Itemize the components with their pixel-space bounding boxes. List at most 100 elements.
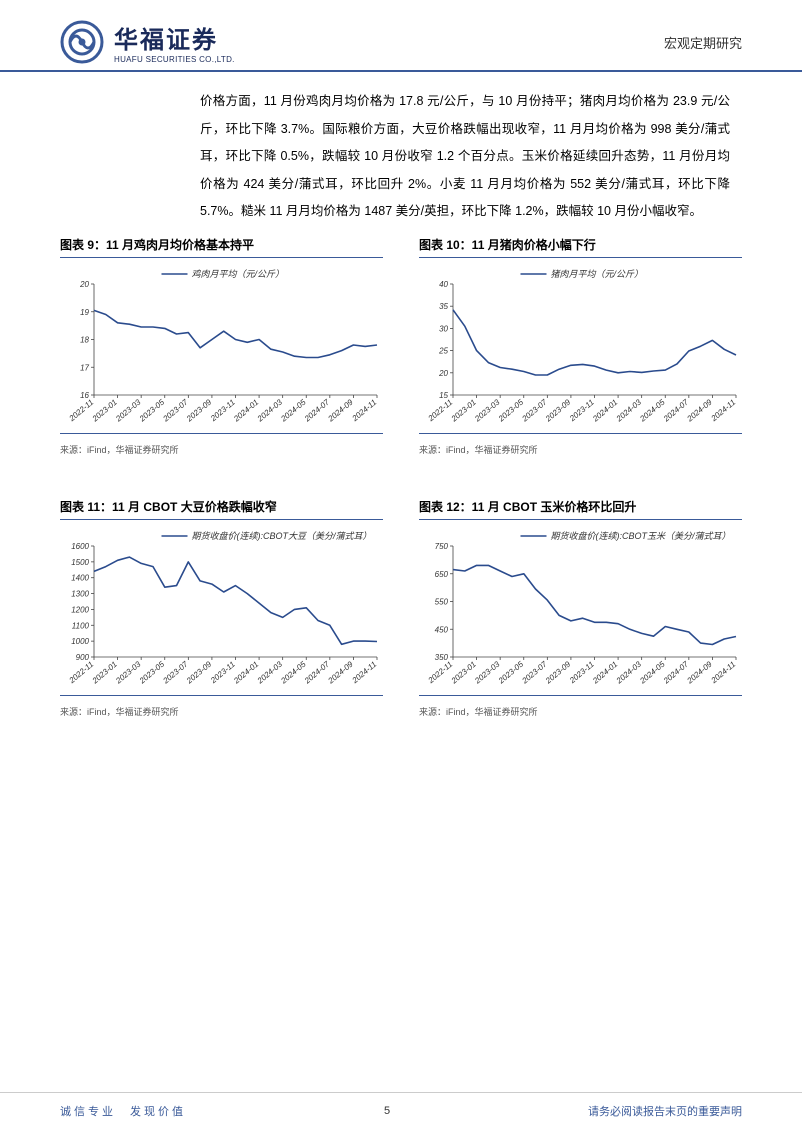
company-name-en: HUAFU SECURITIES CO.,LTD.	[114, 55, 235, 64]
svg-text:2023-11: 2023-11	[567, 397, 596, 423]
svg-text:2024-07: 2024-07	[661, 659, 690, 686]
chart-11: 图表 11：11 月 CBOT 大豆价格跌幅收窄 期货收盘价(连续):CBOT大…	[60, 498, 383, 718]
chart-source: 来源：iFind，华福证券研究所	[419, 701, 742, 718]
svg-text:1300: 1300	[71, 589, 89, 598]
company-name-block: 华福证券 HUAFU SECURITIES CO.,LTD.	[114, 20, 235, 64]
chart-source: 来源：iFind，华福证券研究所	[60, 439, 383, 456]
huafu-logo-icon	[60, 20, 104, 64]
svg-text:18: 18	[80, 335, 89, 344]
svg-text:2023-11: 2023-11	[567, 659, 596, 685]
svg-text:2022-11: 2022-11	[426, 659, 455, 685]
svg-text:2023-09: 2023-09	[184, 659, 213, 686]
svg-text:2023-07: 2023-07	[161, 397, 190, 424]
svg-text:1200: 1200	[71, 605, 89, 614]
svg-text:2024-09: 2024-09	[685, 659, 714, 686]
svg-text:2023-05: 2023-05	[137, 397, 166, 424]
svg-text:2024-05: 2024-05	[637, 397, 666, 424]
svg-text:2024-03: 2024-03	[255, 397, 284, 424]
chart-canvas: 期货收盘价(连续):CBOT玉米（美分/蒲式耳）3504505506507502…	[419, 526, 742, 696]
svg-text:2024-01: 2024-01	[590, 659, 619, 685]
svg-text:2024-09: 2024-09	[685, 397, 714, 424]
svg-text:19: 19	[80, 307, 89, 316]
svg-text:25: 25	[438, 346, 448, 355]
document-type: 宏观定期研究	[664, 33, 742, 52]
svg-text:2023-01: 2023-01	[90, 659, 119, 685]
svg-text:2024-11: 2024-11	[350, 397, 379, 423]
svg-text:1600: 1600	[71, 542, 89, 551]
svg-text:2024-01: 2024-01	[231, 659, 260, 685]
svg-text:1100: 1100	[72, 621, 90, 630]
svg-text:2024-11: 2024-11	[709, 397, 738, 423]
footer-left: 诚信专业 发现价值	[60, 1103, 186, 1119]
svg-text:2023-03: 2023-03	[113, 397, 142, 424]
svg-text:2024-09: 2024-09	[326, 397, 355, 424]
chart-10: 图表 10：11 月猪肉价格小幅下行 猪肉月平均（元/公斤）1520253035…	[419, 236, 742, 456]
svg-text:2023-09: 2023-09	[543, 659, 572, 686]
svg-text:2024-07: 2024-07	[661, 397, 690, 424]
footer-right: 请务必阅读报告末页的重要声明	[588, 1103, 742, 1119]
svg-text:2023-01: 2023-01	[449, 659, 478, 685]
svg-text:2023-03: 2023-03	[472, 397, 501, 424]
svg-text:2024-11: 2024-11	[350, 659, 379, 685]
svg-text:1400: 1400	[71, 573, 89, 582]
svg-text:2023-03: 2023-03	[472, 659, 501, 686]
svg-text:2024-01: 2024-01	[231, 397, 260, 423]
svg-text:2023-07: 2023-07	[520, 397, 549, 424]
svg-text:2024-01: 2024-01	[590, 397, 619, 423]
svg-text:鸡肉月平均（元/公斤）: 鸡肉月平均（元/公斤）	[192, 269, 285, 279]
svg-text:2023-05: 2023-05	[496, 397, 525, 424]
svg-text:2023-05: 2023-05	[496, 659, 525, 686]
svg-text:650: 650	[435, 569, 449, 578]
svg-text:2022-11: 2022-11	[426, 397, 455, 423]
svg-text:2023-09: 2023-09	[184, 397, 213, 424]
svg-text:2024-03: 2024-03	[614, 659, 643, 686]
svg-text:40: 40	[439, 280, 448, 289]
svg-text:期货收盘价(连续):CBOT大豆（美分/蒲式耳）: 期货收盘价(连续):CBOT大豆（美分/蒲式耳）	[192, 531, 372, 541]
chart-canvas: 猪肉月平均（元/公斤）1520253035402022-112023-01202…	[419, 264, 742, 434]
body-paragraph: 价格方面，11 月份鸡肉月均价格为 17.8 元/公斤，与 10 月份持平；猪肉…	[0, 72, 802, 236]
chart-title: 图表 9：11 月鸡肉月均价格基本持平	[60, 236, 383, 258]
svg-text:2023-11: 2023-11	[208, 397, 237, 423]
chart-source: 来源：iFind，华福证券研究所	[419, 439, 742, 456]
svg-text:550: 550	[435, 597, 449, 606]
svg-text:2023-09: 2023-09	[543, 397, 572, 424]
chart-title: 图表 10：11 月猪肉价格小幅下行	[419, 236, 742, 258]
chart-title: 图表 11：11 月 CBOT 大豆价格跌幅收窄	[60, 498, 383, 520]
svg-text:期货收盘价(连续):CBOT玉米（美分/蒲式耳）: 期货收盘价(连续):CBOT玉米（美分/蒲式耳）	[551, 531, 731, 541]
svg-text:2024-07: 2024-07	[302, 659, 331, 686]
chart-canvas: 期货收盘价(连续):CBOT大豆（美分/蒲式耳）9001000110012001…	[60, 526, 383, 696]
svg-text:2023-11: 2023-11	[208, 659, 237, 685]
company-name-cn: 华福证券	[114, 20, 235, 55]
svg-text:20: 20	[79, 280, 89, 289]
svg-text:2023-07: 2023-07	[520, 659, 549, 686]
svg-text:2023-01: 2023-01	[90, 397, 119, 423]
svg-text:2022-11: 2022-11	[67, 659, 96, 685]
svg-text:2024-05: 2024-05	[637, 659, 666, 686]
page-footer: 诚信专业 发现价值 5 请务必阅读报告末页的重要声明	[0, 1092, 802, 1133]
svg-text:2024-07: 2024-07	[302, 397, 331, 424]
svg-text:2024-09: 2024-09	[326, 659, 355, 686]
svg-text:35: 35	[439, 302, 448, 311]
chart-canvas: 鸡肉月平均（元/公斤）16171819202022-112023-012023-…	[60, 264, 383, 434]
chart-12: 图表 12：11 月 CBOT 玉米价格环比回升 期货收盘价(连续):CBOT玉…	[419, 498, 742, 718]
page-number: 5	[384, 1105, 390, 1117]
svg-text:1500: 1500	[71, 557, 89, 566]
svg-text:20: 20	[438, 368, 448, 377]
svg-text:2023-07: 2023-07	[161, 659, 190, 686]
svg-text:2024-03: 2024-03	[614, 397, 643, 424]
chart-title: 图表 12：11 月 CBOT 玉米价格环比回升	[419, 498, 742, 520]
svg-text:2024-05: 2024-05	[278, 659, 307, 686]
svg-text:17: 17	[80, 363, 89, 372]
svg-text:2024-03: 2024-03	[255, 659, 284, 686]
svg-text:2023-03: 2023-03	[113, 659, 142, 686]
svg-text:2022-11: 2022-11	[67, 397, 96, 423]
svg-text:750: 750	[435, 542, 449, 551]
svg-text:2024-05: 2024-05	[278, 397, 307, 424]
chart-source: 来源：iFind，华福证券研究所	[60, 701, 383, 718]
svg-text:2024-11: 2024-11	[709, 659, 738, 685]
svg-text:450: 450	[435, 625, 449, 634]
svg-text:1000: 1000	[71, 637, 89, 646]
company-logo: 华福证券 HUAFU SECURITIES CO.,LTD.	[60, 20, 235, 64]
charts-grid: 图表 9：11 月鸡肉月均价格基本持平 鸡肉月平均（元/公斤）161718192…	[0, 236, 802, 718]
chart-9: 图表 9：11 月鸡肉月均价格基本持平 鸡肉月平均（元/公斤）161718192…	[60, 236, 383, 456]
